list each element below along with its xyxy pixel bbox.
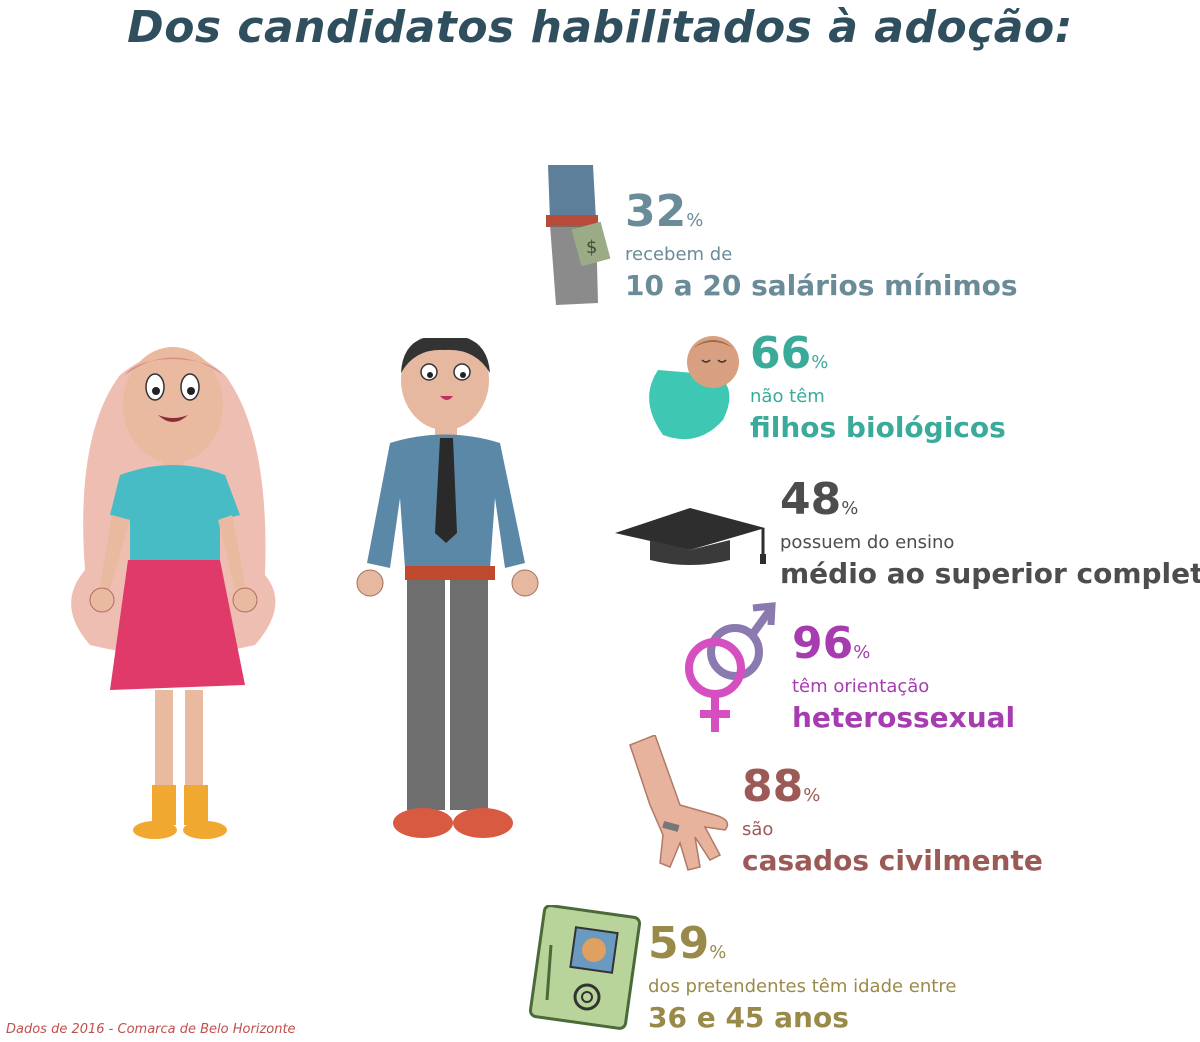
man-illustration	[345, 338, 560, 848]
stat-income-value: 32	[625, 186, 687, 237]
stat-education-percent: 48%	[780, 478, 1200, 531]
stat-age-percent: 59%	[648, 922, 956, 975]
stat-orientation-subtitle: têm orientação	[792, 676, 930, 697]
money-hand-icon: $	[538, 165, 613, 305]
baby-icon	[638, 330, 748, 445]
svg-text:$: $	[586, 237, 597, 258]
id-card-icon	[525, 905, 645, 1030]
stat-orientation-label: heterossexual	[792, 701, 1016, 734]
stat-income-subtitle: recebem de	[625, 244, 733, 265]
page-title: Dos candidatos habilitados à adoção:	[127, 2, 1073, 53]
stat-income-percent: 32%	[625, 190, 1018, 243]
stat-children-subtitle: não têm	[750, 386, 825, 407]
stat-age-subtitle: dos pretendentes têm idade entre	[648, 976, 957, 997]
stat-orientation-percent: 96%	[792, 622, 1015, 675]
stat-children-label: filhos biológicos	[750, 411, 1006, 444]
stat-marriage-subtitle: são	[742, 819, 774, 840]
stat-marriage: 88% são casados civilmente	[742, 765, 1043, 878]
stat-education-subtitle: possuem do ensino	[780, 532, 955, 553]
stat-age-label: 36 e 45 anos	[648, 1001, 849, 1034]
stat-marriage-value: 88	[742, 761, 804, 812]
stat-children-value: 66	[750, 328, 812, 379]
stat-age: 59% dos pretendentes têm idade entre 36 …	[648, 922, 956, 1035]
percent-sign: %	[686, 210, 704, 231]
stat-marriage-percent: 88%	[742, 765, 1043, 818]
percent-sign: %	[709, 942, 727, 963]
stat-orientation: 96% têm orientação heterossexual	[792, 622, 1015, 735]
wedding-ring-hand-icon	[625, 735, 735, 875]
woman-illustration	[60, 345, 295, 855]
source-footnote: Dados de 2016 - Comarca de Belo Horizont…	[6, 1022, 296, 1037]
stat-children-percent: 66%	[750, 332, 1006, 385]
stat-education-value: 48	[780, 474, 842, 525]
percent-sign: %	[853, 642, 871, 663]
stat-children: 66% não têm filhos biológicos	[750, 332, 1006, 445]
stat-orientation-value: 96	[792, 618, 854, 669]
stat-education-label: médio ao superior completo	[780, 557, 1200, 590]
stat-income: 32% recebem de 10 a 20 salários mínimos	[625, 190, 1018, 303]
percent-sign: %	[811, 352, 829, 373]
percent-sign: %	[841, 498, 859, 519]
graduation-cap-icon	[615, 498, 775, 568]
stat-marriage-label: casados civilmente	[742, 844, 1043, 877]
stat-income-label: 10 a 20 salários mínimos	[625, 269, 1018, 302]
stat-age-value: 59	[648, 918, 710, 969]
gender-symbols-icon	[675, 600, 785, 740]
percent-sign: %	[803, 785, 821, 806]
stat-education: 48% possuem do ensino médio ao superior …	[780, 478, 1200, 591]
